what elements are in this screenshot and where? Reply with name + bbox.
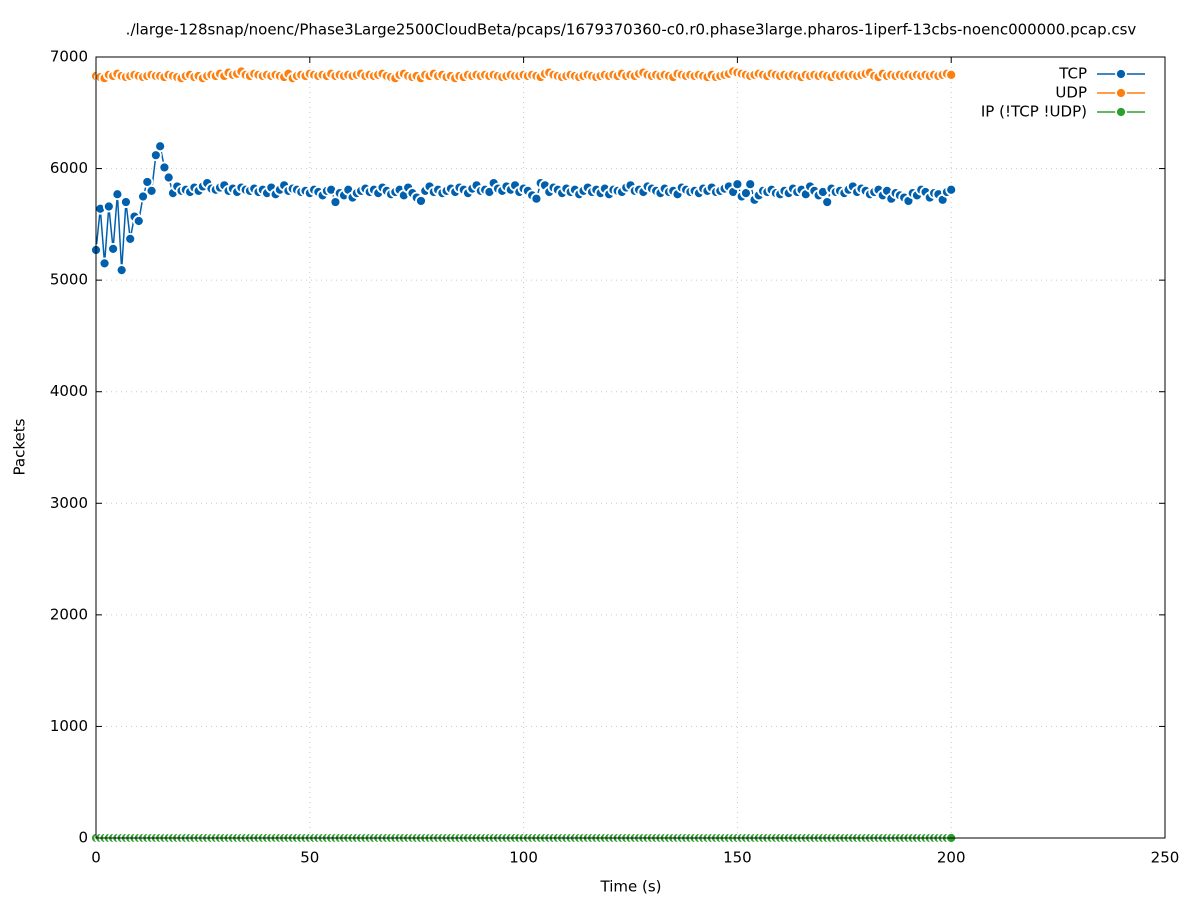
data-point <box>162 171 175 184</box>
y-tick-label: 7000 <box>50 48 88 66</box>
y-tick-label: 0 <box>78 829 88 847</box>
data-point <box>731 178 744 191</box>
y-tick-label: 1000 <box>50 717 88 735</box>
data-point <box>744 178 757 191</box>
x-tick-label: 250 <box>1151 849 1180 867</box>
data-point <box>145 184 158 197</box>
chart-title: ./large-128snap/noenc/Phase3Large2500Clo… <box>126 21 1137 39</box>
plot-frame <box>95 56 1166 839</box>
data-point <box>945 183 958 196</box>
data-point <box>821 196 834 208</box>
x-tick-label: 150 <box>723 849 752 867</box>
data-point <box>415 195 427 207</box>
legend-label: IP (!TCP !UDP) <box>981 103 1087 121</box>
data-point <box>124 232 137 245</box>
data-point <box>158 161 171 174</box>
y-axis-label: Packets <box>11 418 29 475</box>
x-axis-label: Time (s) <box>600 878 662 896</box>
legend-marker <box>1115 87 1127 99</box>
data-point <box>120 196 132 208</box>
x-tick-label: 50 <box>300 849 319 867</box>
y-tick-label: 3000 <box>50 494 88 512</box>
legend-marker <box>1115 106 1127 118</box>
legend-marker <box>1115 68 1127 80</box>
data-point <box>102 200 115 213</box>
legend-label: UDP <box>1055 84 1087 102</box>
data-point <box>111 188 124 201</box>
data-point <box>154 140 167 153</box>
x-tick-label: 200 <box>937 849 966 867</box>
data-point <box>530 192 543 205</box>
legend-label: TCP <box>1058 65 1087 83</box>
y-tick-label: 2000 <box>50 605 88 623</box>
data-point <box>137 190 149 203</box>
y-tick-label: 6000 <box>50 159 88 177</box>
data-point <box>107 243 120 255</box>
y-tick-label: 5000 <box>50 271 88 289</box>
data-point <box>945 68 958 81</box>
data-point <box>132 215 145 227</box>
y-tick-label: 4000 <box>50 382 88 400</box>
data-point <box>115 264 128 277</box>
x-tick-label: 100 <box>509 849 538 867</box>
data-point <box>98 257 111 270</box>
x-tick-label: 0 <box>91 849 101 867</box>
